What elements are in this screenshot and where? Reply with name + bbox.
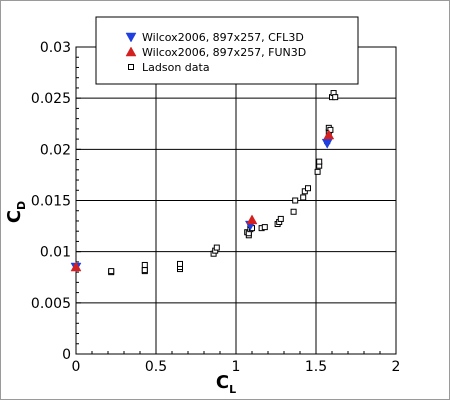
ladson-point [213,244,220,251]
legend-label-fun3d: Wilcox2006, 897x257, FUN3D [142,46,306,59]
ladson-point [305,185,311,192]
x-tick-label: 1 [232,359,241,375]
x-tick-label: 2 [392,359,401,375]
ladson-point [177,260,183,267]
x-axis-label-sub: L [229,383,236,396]
y-tick-labels: 0 0.005 0.01 0.015 0.02 0.025 0.03 [31,40,71,363]
ladson-point [141,261,148,268]
y-tick-label: 0.005 [31,296,71,312]
x-axis-label: CL [216,372,236,396]
fun3d-point [70,261,82,272]
legend-marker-ladson [128,64,134,70]
x-tick-label: 0 [72,359,81,375]
ladson-point [292,197,299,204]
y-tick-label: 0 [62,347,71,363]
legend-marker-cfl3d [125,32,137,43]
ladson-point [108,268,115,275]
ladson-point [290,208,297,215]
y-tick-label: 0.03 [40,40,71,56]
ladson-point [277,215,284,222]
ladson-point [300,194,307,201]
axis-ticks [75,46,397,355]
fun3d-point [323,129,335,140]
y-axis-label-main: C [4,210,25,223]
legend-markers [125,32,137,70]
y-tick-label: 0.01 [40,245,71,261]
ladson-point [332,94,339,101]
x-axis-label-main: C [216,372,229,393]
legend-marker-fun3d [125,46,137,57]
ladson-point [141,267,148,274]
y-tick-label: 0.02 [40,142,71,158]
ladson-point [316,158,323,165]
legend: Wilcox2006, 897x257, CFL3D Wilcox2006, 8… [95,16,359,85]
y-tick-label: 0.015 [31,194,71,210]
x-tick-label: 1.5 [305,359,327,375]
x-tick-labels: 0 0.5 1 1.5 2 [72,359,401,375]
legend-label-ladson: Ladson data [142,61,210,74]
x-tick-label: 0.5 [145,359,167,375]
grid-lines [76,47,396,354]
y-tick-label: 0.025 [31,91,71,107]
ladson-point [261,224,268,231]
y-axis-label: CD [4,201,28,223]
data-points [70,90,339,276]
ladson-point [301,188,308,195]
y-axis-label-sub: D [15,201,28,210]
legend-label-cfl3d: Wilcox2006, 897x257, CFL3D [142,31,304,44]
ladson-point [314,168,321,175]
fun3d-point [246,214,258,225]
legend-box [95,16,359,85]
